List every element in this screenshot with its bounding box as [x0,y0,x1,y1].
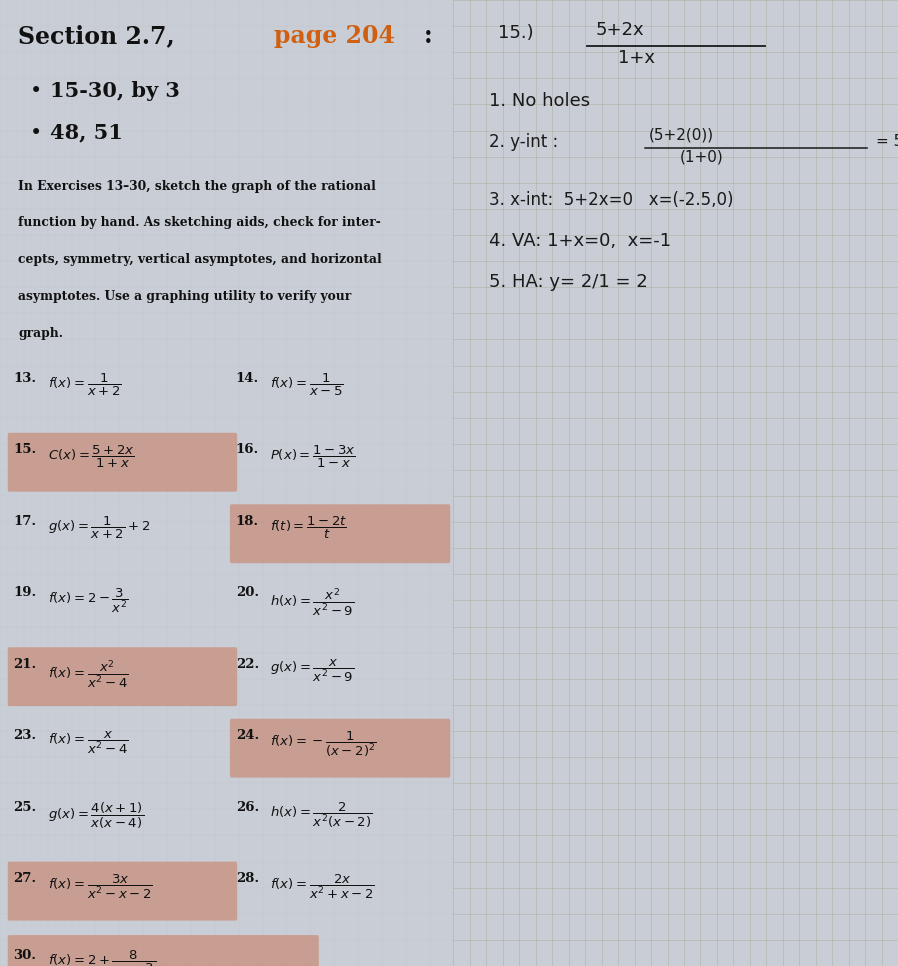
Text: $P(x) = \dfrac{1-3x}{1-x}$: $P(x) = \dfrac{1-3x}{1-x}$ [269,443,356,469]
Text: = 5 → (0,5): = 5 → (0,5) [876,133,898,149]
Text: 27.: 27. [13,872,37,885]
Text: $g(x) = \dfrac{1}{x+2}+2$: $g(x) = \dfrac{1}{x+2}+2$ [48,515,150,541]
Text: 19.: 19. [13,586,37,599]
Text: 24.: 24. [236,729,259,742]
Text: cepts, symmetry, vertical asymptotes, and horizontal: cepts, symmetry, vertical asymptotes, an… [18,253,382,266]
Text: 16.: 16. [236,443,259,456]
Text: $f(t) = \dfrac{1-2t}{t}$: $f(t) = \dfrac{1-2t}{t}$ [269,515,347,541]
Text: $g(x) = \dfrac{x}{x^2-9}$: $g(x) = \dfrac{x}{x^2-9}$ [269,658,354,684]
Text: 13.: 13. [13,372,37,384]
Text: $f(x) = \dfrac{x}{x^2-4}$: $f(x) = \dfrac{x}{x^2-4}$ [48,729,128,755]
Text: •: • [30,123,41,143]
Text: $f(x) = \dfrac{1}{x-5}$: $f(x) = \dfrac{1}{x-5}$ [269,372,343,398]
Text: graph.: graph. [18,327,63,339]
FancyBboxPatch shape [230,719,450,778]
Text: 1. No holes: 1. No holes [489,92,590,110]
Text: $h(x) = \dfrac{2}{x^2(x-2)}$: $h(x) = \dfrac{2}{x^2(x-2)}$ [269,801,372,830]
Text: 18.: 18. [236,515,259,527]
Text: $f(x) = \dfrac{3x}{x^2-x-2}$: $f(x) = \dfrac{3x}{x^2-x-2}$ [48,872,152,900]
Text: 30.: 30. [13,949,37,961]
Text: 5. HA: y= 2/1 = 2: 5. HA: y= 2/1 = 2 [489,273,647,292]
Text: 4. VA: 1+x=0,  x=-1: 4. VA: 1+x=0, x=-1 [489,232,671,250]
Text: 5+2x: 5+2x [595,21,645,40]
Text: 15.: 15. [13,443,37,456]
Text: 15.): 15.) [497,24,533,43]
Text: :: : [424,24,433,48]
Text: 14.: 14. [236,372,259,384]
Text: •: • [30,81,41,101]
Text: $f(x) = -\dfrac{1}{(x-2)^2}$: $f(x) = -\dfrac{1}{(x-2)^2}$ [269,729,376,758]
Text: function by hand. As sketching aids, check for inter-: function by hand. As sketching aids, che… [18,216,381,229]
Text: 25.: 25. [13,801,37,813]
Text: $f(x) = \dfrac{2x}{x^2+x-2}$: $f(x) = \dfrac{2x}{x^2+x-2}$ [269,872,374,900]
Text: 1+x: 1+x [618,49,655,68]
Text: $f(x) = 2 - \dfrac{3}{x^2}$: $f(x) = 2 - \dfrac{3}{x^2}$ [48,586,128,614]
Text: (1+0): (1+0) [680,150,724,165]
Text: 23.: 23. [13,729,37,742]
Text: 20.: 20. [236,586,259,599]
Text: $f(x) = \dfrac{1}{x+2}$: $f(x) = \dfrac{1}{x+2}$ [48,372,121,398]
FancyBboxPatch shape [230,504,450,563]
Text: 28.: 28. [236,872,259,885]
FancyBboxPatch shape [8,862,237,921]
Text: 21.: 21. [13,658,37,670]
FancyBboxPatch shape [8,935,319,966]
Text: $h(x) = \dfrac{x^2}{x^2-9}$: $h(x) = \dfrac{x^2}{x^2-9}$ [269,586,354,618]
FancyBboxPatch shape [8,647,237,706]
Text: 3. x-int:  5+2x=0   x=(-2.5,0): 3. x-int: 5+2x=0 x=(-2.5,0) [489,191,734,210]
Text: 17.: 17. [13,515,37,527]
Text: 26.: 26. [236,801,259,813]
FancyBboxPatch shape [8,433,237,492]
Text: page 204: page 204 [274,24,395,48]
Text: (5+2(0)): (5+2(0)) [649,128,714,143]
Text: asymptotes. Use a graphing utility to verify your: asymptotes. Use a graphing utility to ve… [18,290,351,302]
Text: $f(x) = 2 + \dfrac{8}{3x - \dfrac{3}{x}}$: $f(x) = 2 + \dfrac{8}{3x - \dfrac{3}{x}}… [48,949,156,966]
Text: Section 2.7,: Section 2.7, [18,24,183,48]
Text: In Exercises 13–30, sketch the graph of the rational: In Exercises 13–30, sketch the graph of … [18,180,376,192]
Text: 15-30, by 3: 15-30, by 3 [50,81,180,101]
Text: $C(x) = \dfrac{5+2x}{1+x}$: $C(x) = \dfrac{5+2x}{1+x}$ [48,443,135,469]
Text: $g(x) = \dfrac{4(x+1)}{x(x-4)}$: $g(x) = \dfrac{4(x+1)}{x(x-4)}$ [48,801,144,831]
Text: $f(x) = \dfrac{x^2}{x^2-4}$: $f(x) = \dfrac{x^2}{x^2-4}$ [48,658,128,690]
Text: 2. y-int :: 2. y-int : [489,133,559,152]
Text: 48, 51: 48, 51 [50,123,123,143]
Text: 22.: 22. [236,658,259,670]
